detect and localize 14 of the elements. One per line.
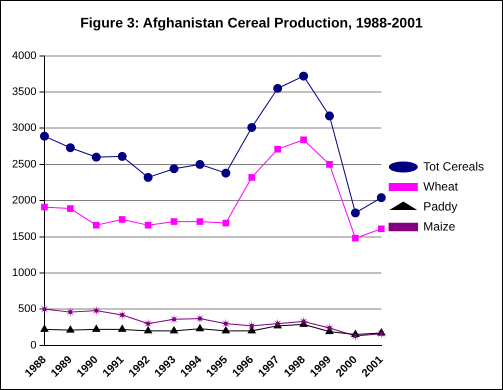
y-tick-label: 1500 (12, 230, 36, 243)
y-tick-label: 0 (30, 339, 36, 352)
legend-label: Tot Cereals (423, 159, 484, 174)
legend-label: Wheat (423, 179, 459, 194)
y-tick-label: 4000 (12, 50, 36, 62)
chart-title: Figure 3: Afghanistan Cereal Production, 1988-2001 (80, 14, 423, 30)
legend-label: Maize (423, 219, 456, 234)
y-tick-label: 1000 (12, 267, 36, 280)
y-tick-label: 3500 (12, 86, 36, 98)
y-tick-label: 2500 (12, 158, 36, 170)
legend-label: Paddy (423, 199, 458, 214)
y-tick-label: 3000 (12, 122, 36, 134)
y-tick-label: 500 (18, 303, 36, 316)
y-tick-label: 2000 (12, 194, 36, 207)
